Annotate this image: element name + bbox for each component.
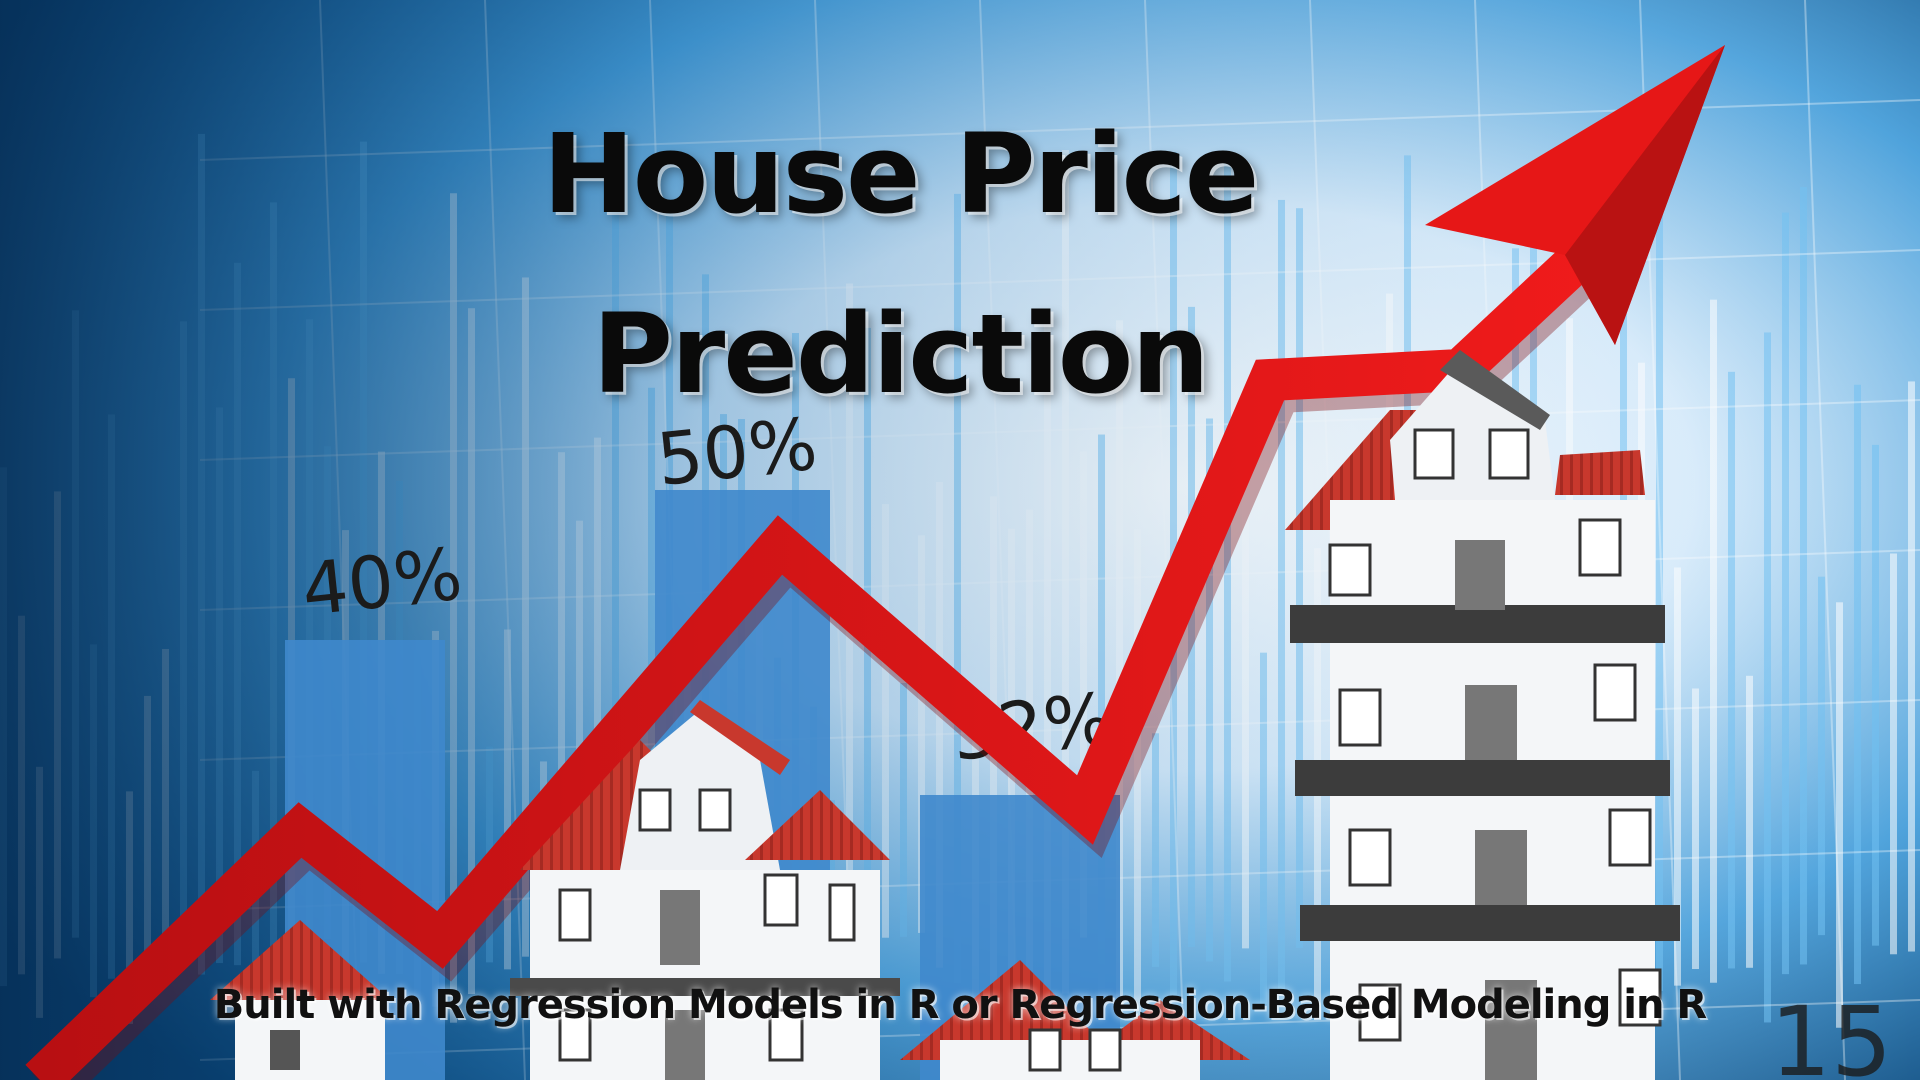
page-title-line-1: House Price [542, 110, 1260, 238]
trend-arrow-icon [25, 45, 1725, 1080]
page-subtitle: Built with Regression Models in R or Reg… [213, 982, 1707, 1028]
house-icon [210, 920, 390, 1080]
houses-illustration [210, 350, 1680, 1080]
label-40-percent: 40% [298, 532, 466, 632]
house-icon [510, 700, 900, 1080]
page-title-line-2: Prediction [592, 290, 1209, 418]
house-icon [900, 960, 1250, 1080]
label-50-percent: 50% [653, 402, 821, 502]
house-icon [1285, 350, 1680, 1080]
label-corner-number: 15 [1770, 986, 1892, 1080]
